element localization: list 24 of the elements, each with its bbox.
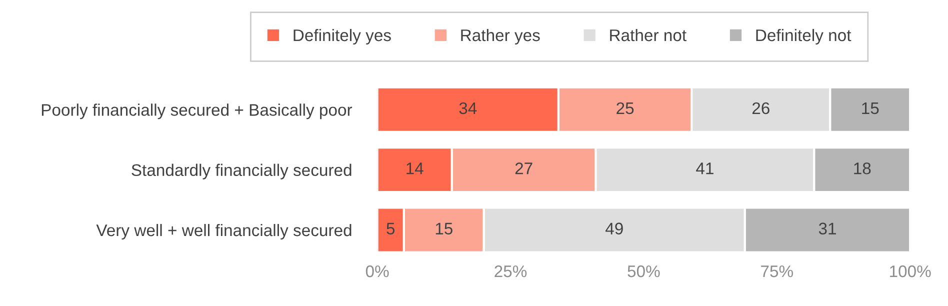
x-tick-label: 25% [494, 265, 527, 278]
data-label: 34 [459, 102, 477, 114]
legend-label: Rather not [610, 28, 686, 42]
data-label: 41 [696, 162, 714, 174]
data-label: 26 [752, 102, 770, 114]
data-label: 27 [515, 162, 532, 174]
legend-label: Rather yes [461, 28, 540, 44]
data-label: 49 [606, 222, 623, 234]
x-tick-label: 75% [761, 265, 793, 278]
data-label: 14 [406, 162, 424, 174]
data-label: 18 [854, 162, 871, 174]
y-tick-label: Standardly financially secured [132, 164, 352, 180]
y-tick-label: Very well + well financially secured [96, 224, 352, 240]
data-label: 15 [862, 102, 879, 114]
x-tick-label: 50% [628, 265, 660, 278]
x-tick-label: 100% [890, 265, 931, 278]
legend-label: Definitely not [756, 28, 852, 44]
legend-label: Definitely yes [294, 28, 391, 44]
data-label: 5 [386, 222, 395, 234]
data-label: 31 [818, 222, 836, 234]
y-tick-label: Poorly financially secured + Basically poor [42, 104, 352, 120]
data-label: 25 [616, 102, 634, 114]
data-label: 15 [436, 222, 452, 234]
x-tick-label: 0% [366, 265, 389, 278]
